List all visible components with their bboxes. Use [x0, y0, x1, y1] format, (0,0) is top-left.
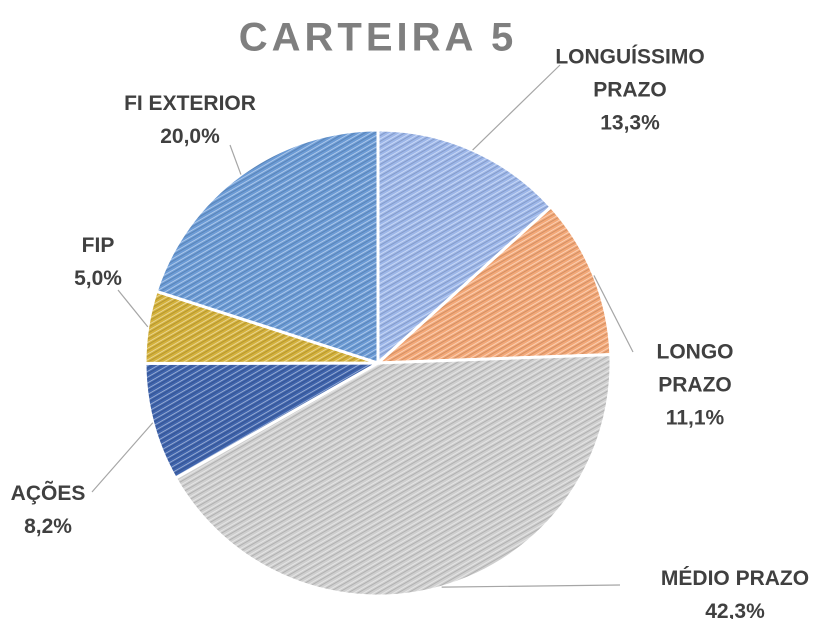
leader-line	[593, 275, 634, 353]
value-label: 8,2%	[24, 515, 72, 538]
value-label: 20,0%	[160, 125, 220, 148]
data-label: LONGO PRAZO 11,1%	[640, 336, 750, 435]
category-label: FIP	[81, 234, 115, 257]
pie-slice	[376, 128, 554, 367]
leader-line	[472, 64, 561, 151]
category-label: MÉDIO PRAZO	[660, 567, 810, 590]
data-label: LONGUÍSSIMO PRAZO 13,3%	[555, 41, 705, 140]
chart-title: CARTEIRA 5	[238, 15, 518, 60]
value-label: 13,3%	[600, 111, 660, 135]
data-label: MÉDIO PRAZO 42,3%	[635, 562, 817, 619]
data-label: FI EXTERIOR 20,0%	[110, 87, 270, 153]
category-label: LONGUÍSSIMO PRAZO	[555, 45, 705, 102]
data-label: AÇÕES 8,2%	[3, 477, 93, 543]
category-label: FI EXTERIOR	[124, 92, 256, 115]
leader-line	[91, 422, 154, 493]
data-label: FIP 5,0%	[58, 229, 138, 295]
leader-line	[441, 584, 621, 588]
pie-slice	[373, 204, 613, 365]
pie-slice	[173, 353, 613, 598]
category-label: AÇÕES	[10, 482, 86, 505]
leader-line	[117, 289, 149, 328]
value-label: 5,0%	[74, 267, 122, 290]
category-label: LONGO PRAZO	[656, 340, 734, 397]
value-label: 11,1%	[665, 406, 725, 430]
leader-line	[229, 144, 242, 175]
value-label: 42,3%	[705, 600, 765, 619]
